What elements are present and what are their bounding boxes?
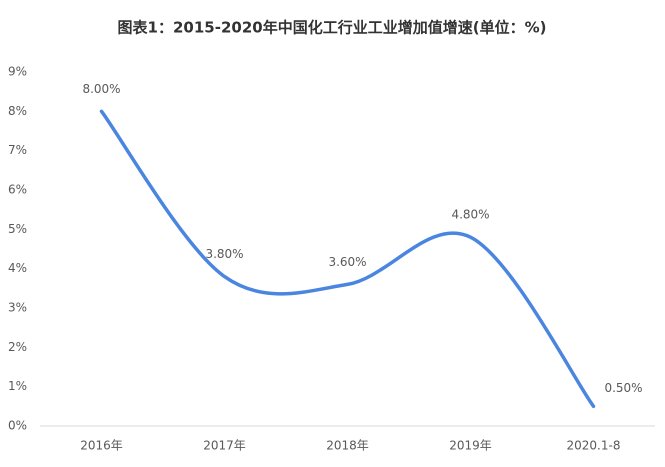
x-tick-label: 2018年 bbox=[326, 439, 369, 453]
y-tick-label: 2% bbox=[8, 340, 27, 354]
x-tick-label: 2020.1-8 bbox=[567, 439, 621, 453]
y-tick-label: 7% bbox=[8, 143, 27, 157]
data-label: 3.60% bbox=[328, 255, 366, 269]
y-tick-label: 9% bbox=[8, 65, 27, 79]
x-tick-label: 2017年 bbox=[203, 439, 246, 453]
data-label: 0.50% bbox=[604, 381, 642, 395]
y-tick-label: 3% bbox=[8, 301, 27, 315]
y-tick-label: 8% bbox=[8, 104, 27, 118]
y-tick-label: 4% bbox=[8, 261, 27, 275]
data-label: 3.80% bbox=[205, 247, 243, 261]
y-tick-label: 6% bbox=[8, 183, 27, 197]
data-label: 4.80% bbox=[451, 208, 489, 222]
data-label: 8.00% bbox=[82, 82, 120, 96]
y-tick-label: 1% bbox=[8, 379, 27, 393]
y-tick-label: 5% bbox=[8, 222, 27, 236]
chart-title: 图表1：2015-2020年中国化工行业工业增加值增速(单位：%) bbox=[118, 19, 547, 37]
line bbox=[99, 109, 596, 409]
x-tick-label: 2016年 bbox=[80, 439, 123, 453]
x-tick-label: 2019年 bbox=[449, 439, 492, 453]
y-tick-label: 0% bbox=[8, 419, 27, 433]
